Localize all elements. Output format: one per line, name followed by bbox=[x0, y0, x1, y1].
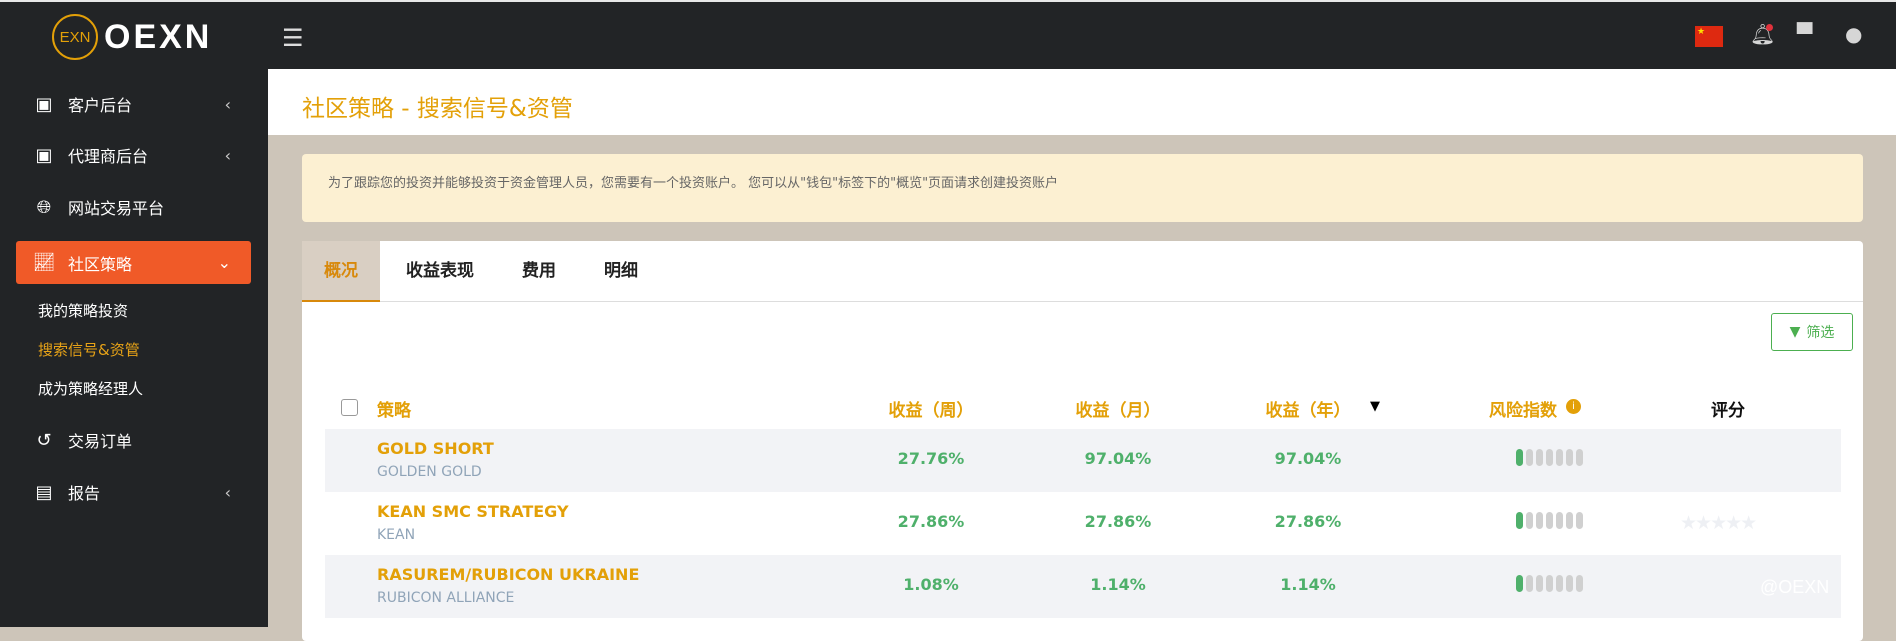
return-year: 97.04% bbox=[1274, 449, 1342, 468]
risk-meter bbox=[1516, 449, 1583, 466]
globe-icon: 🌐︎ bbox=[36, 196, 52, 218]
tab-performance[interactable]: 收益表现 bbox=[406, 261, 474, 281]
header-rating: 评分 bbox=[1711, 401, 1745, 421]
sidebar-item-orders[interactable]: ↺ 交易订单 bbox=[16, 419, 251, 461]
return-month: 27.86% bbox=[1084, 512, 1152, 531]
logo-mark: EXN bbox=[52, 14, 98, 60]
sort-desc-icon: ▼ bbox=[1370, 399, 1380, 414]
menu-icon[interactable]: ☰ bbox=[282, 24, 304, 52]
sidebar-item-label: 社区策略 bbox=[68, 254, 133, 274]
chat-icon[interactable]: ▀ bbox=[1797, 22, 1813, 46]
strategies-card: 概况 收益表现 费用 明细 ▼ 筛选 策略 收益（周） 收益（月） 收益（年） ▼… bbox=[302, 241, 1863, 641]
sidebar-item-community[interactable]: 📈︎ 社区策略 ⌄ bbox=[16, 241, 251, 284]
info-icon[interactable]: i bbox=[1566, 399, 1581, 414]
chevron-left-icon: ‹ bbox=[224, 145, 231, 165]
sidebar-item-platform[interactable]: 🌐︎ 网站交易平台 bbox=[16, 186, 251, 228]
risk-meter bbox=[1516, 512, 1583, 529]
table-row[interactable]: GOLD SHORT GOLDEN GOLD 27.76% 97.04% 97.… bbox=[325, 429, 1841, 492]
return-week: 1.08% bbox=[903, 575, 959, 594]
chart-line-icon: 📈︎ bbox=[32, 252, 56, 273]
header-month[interactable]: 收益（月） bbox=[1075, 401, 1161, 421]
subitem-search-signals[interactable]: 搜索信号&资管 bbox=[38, 341, 140, 359]
table-row[interactable]: RASUREM/RUBICON UKRAINE RUBICON ALLIANCE… bbox=[325, 555, 1841, 618]
filter-label: 筛选 bbox=[1806, 325, 1835, 341]
return-week: 27.86% bbox=[897, 512, 965, 531]
sidebar: ▣ 客户后台 ‹ ▣ 代理商后台 ‹ 🌐︎ 网站交易平台 📈︎ 社区策略 ⌄ 我的策略投资 搜… bbox=[0, 69, 268, 627]
tab-bar: 概况 收益表现 费用 明细 bbox=[302, 241, 1863, 302]
manager-name: RUBICON ALLIANCE bbox=[377, 590, 515, 606]
id-card-icon: ▣ bbox=[35, 93, 53, 115]
sidebar-item-reports[interactable]: ▤ 报告 ‹ bbox=[16, 471, 251, 513]
header-year[interactable]: 收益（年） bbox=[1265, 401, 1351, 421]
manager-name: GOLDEN GOLD bbox=[377, 464, 482, 480]
page-title: 社区策略 - 搜索信号&资管 bbox=[302, 96, 573, 122]
sidebar-item-agent[interactable]: ▣ 代理商后台 ‹ bbox=[16, 134, 251, 176]
sidebar-item-label: 网站交易平台 bbox=[68, 199, 165, 218]
strategy-name[interactable]: KEAN SMC STRATEGY bbox=[377, 502, 569, 521]
title-bar: 社区策略 - 搜索信号&资管 bbox=[268, 69, 1896, 135]
id-card-icon: ▣ bbox=[35, 144, 53, 166]
filter-button[interactable]: ▼ 筛选 bbox=[1771, 313, 1853, 351]
chevron-down-icon: ⌄ bbox=[217, 253, 231, 272]
return-week: 27.76% bbox=[897, 449, 965, 468]
manager-name: KEAN bbox=[377, 527, 416, 543]
top-bar: EXN OEXN ☰ ★ 🔔︎ ▀ ● bbox=[0, 0, 1896, 69]
header-week[interactable]: 收益（周） bbox=[888, 401, 974, 421]
tab-fees[interactable]: 费用 bbox=[522, 261, 556, 281]
header-strategy[interactable]: 策略 bbox=[377, 401, 411, 421]
sidebar-item-label: 代理商后台 bbox=[68, 147, 149, 166]
select-all-checkbox[interactable] bbox=[341, 399, 358, 416]
tab-details[interactable]: 明细 bbox=[604, 261, 638, 281]
sidebar-item-client[interactable]: ▣ 客户后台 ‹ bbox=[16, 83, 251, 125]
chevron-left-icon: ‹ bbox=[224, 94, 231, 114]
return-year: 27.86% bbox=[1274, 512, 1342, 531]
tab-overview[interactable]: 概况 bbox=[302, 241, 380, 302]
logo[interactable]: EXN OEXN bbox=[52, 14, 212, 60]
user-icon[interactable]: ● bbox=[1845, 22, 1863, 46]
return-year: 1.14% bbox=[1280, 575, 1336, 594]
subitem-become-manager[interactable]: 成为策略经理人 bbox=[38, 380, 144, 398]
return-month: 97.04% bbox=[1084, 449, 1152, 468]
report-icon: ▤ bbox=[35, 481, 53, 503]
sidebar-item-label: 客户后台 bbox=[68, 96, 133, 115]
sidebar-item-label: 报告 bbox=[68, 484, 101, 503]
header-risk[interactable]: 风险指数 bbox=[1489, 401, 1557, 421]
history-icon: ↺ bbox=[36, 429, 52, 451]
notification-dot bbox=[1766, 24, 1773, 31]
filter-icon: ▼ bbox=[1789, 324, 1801, 340]
subitem-my-investments[interactable]: 我的策略投资 bbox=[38, 302, 129, 320]
risk-meter bbox=[1516, 575, 1583, 592]
sidebar-item-label: 交易订单 bbox=[68, 432, 133, 451]
return-month: 1.14% bbox=[1090, 575, 1146, 594]
strategy-name[interactable]: GOLD SHORT bbox=[377, 439, 494, 458]
logo-text: OEXN bbox=[104, 17, 213, 56]
watermark: @OEXN bbox=[1760, 577, 1830, 597]
table-row[interactable]: KEAN SMC STRATEGY KEAN 27.86% 27.86% 27.… bbox=[325, 492, 1841, 555]
chevron-left-icon: ‹ bbox=[224, 482, 231, 502]
rating-stars[interactable]: ★★★★★ bbox=[1680, 512, 1757, 534]
notice-banner: 为了跟踪您的投资并能够投资于资金管理人员，您需要有一个投资账户。 您可以从"钱包… bbox=[302, 154, 1863, 222]
china-flag-icon[interactable]: ★ bbox=[1695, 26, 1723, 47]
strategy-name[interactable]: RASUREM/RUBICON UKRAINE bbox=[377, 565, 640, 584]
